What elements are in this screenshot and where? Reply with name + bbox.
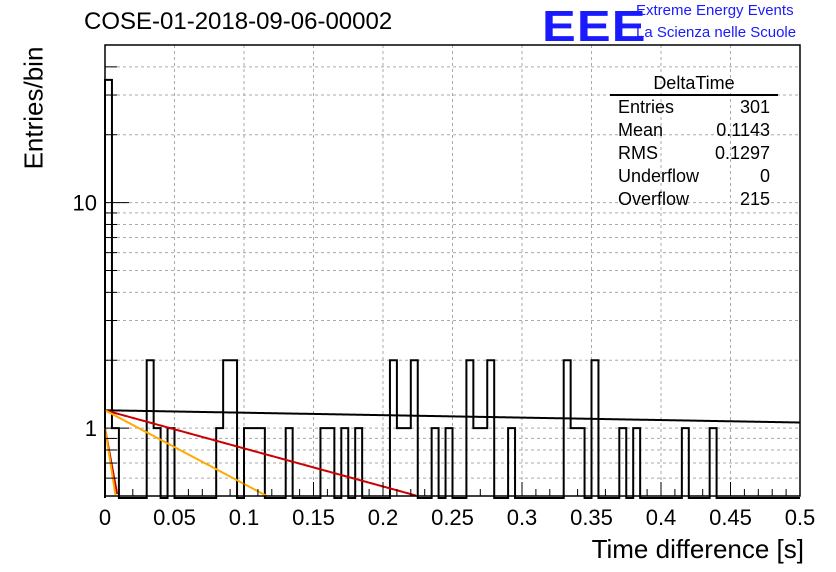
fit-curve — [104, 409, 801, 424]
stats-row-rms: RMS 0.1297 — [610, 142, 778, 165]
logo-line-1: Extreme Energy Events — [636, 2, 794, 19]
x-tick-label: 0.2 — [368, 505, 399, 530]
x-tick-label: 0.1 — [229, 505, 260, 530]
stats-box: DeltaTime Entries 301 Mean 0.1143 RMS 0.… — [610, 72, 778, 211]
stats-row-underflow: Underflow 0 — [610, 165, 778, 188]
fit-curve — [104, 409, 417, 497]
y-axis-label: Entries/bin — [18, 46, 49, 170]
fit-curve — [104, 427, 117, 496]
stats-label: Underflow — [618, 166, 700, 186]
x-tick-label: 0.4 — [646, 505, 677, 530]
stats-label: Entries — [618, 97, 675, 117]
stats-row-entries: Entries 301 — [610, 96, 778, 119]
chart-title: COSE-01-2018-09-06-00002 — [84, 8, 393, 35]
stats-row-mean: Mean 0.1143 — [610, 119, 778, 142]
stats-label: Mean — [618, 120, 664, 140]
x-tick-label: 0.15 — [292, 505, 335, 530]
stats-value: 215 — [739, 189, 770, 209]
axis-ticks — [104, 44, 801, 497]
logo-line-2: La Scienza nelle Scuole — [636, 24, 797, 41]
stats-label: Overflow — [618, 189, 690, 209]
x-tick-label: 0.3 — [507, 505, 538, 530]
x-tick-label: 0 — [99, 505, 111, 530]
x-tick-label: 0.25 — [431, 505, 474, 530]
y-tick-label: 1 — [85, 416, 97, 441]
eee-logo: EEE — [542, 2, 647, 51]
histogram-bars — [104, 78, 800, 499]
stats-title: DeltaTime — [610, 72, 778, 96]
x-tick-label: 0.05 — [153, 505, 196, 530]
x-tick-label: 0.45 — [709, 505, 752, 530]
stats-value: 0.1297 — [714, 143, 770, 163]
histogram-outline — [104, 78, 800, 499]
stats-value: 0 — [759, 166, 770, 186]
fit-curve — [104, 409, 268, 497]
x-axis-label: Time difference [s] — [591, 534, 804, 564]
stats-value: 301 — [739, 97, 770, 117]
y-tick-label: 10 — [73, 191, 97, 216]
fit-curves — [104, 409, 801, 497]
stats-row-overflow: Overflow 215 — [610, 188, 778, 211]
x-tick-label: 0.35 — [570, 505, 613, 530]
stats-value: 0.1143 — [716, 120, 770, 140]
x-tick-label: 0.5 — [785, 505, 816, 530]
tick-labels: 0 0.05 0.1 0.15 0.2 0.25 0.3 0.35 0.4 0.45 0.5 1 10 — [73, 191, 816, 530]
stats-label: RMS — [618, 143, 658, 163]
